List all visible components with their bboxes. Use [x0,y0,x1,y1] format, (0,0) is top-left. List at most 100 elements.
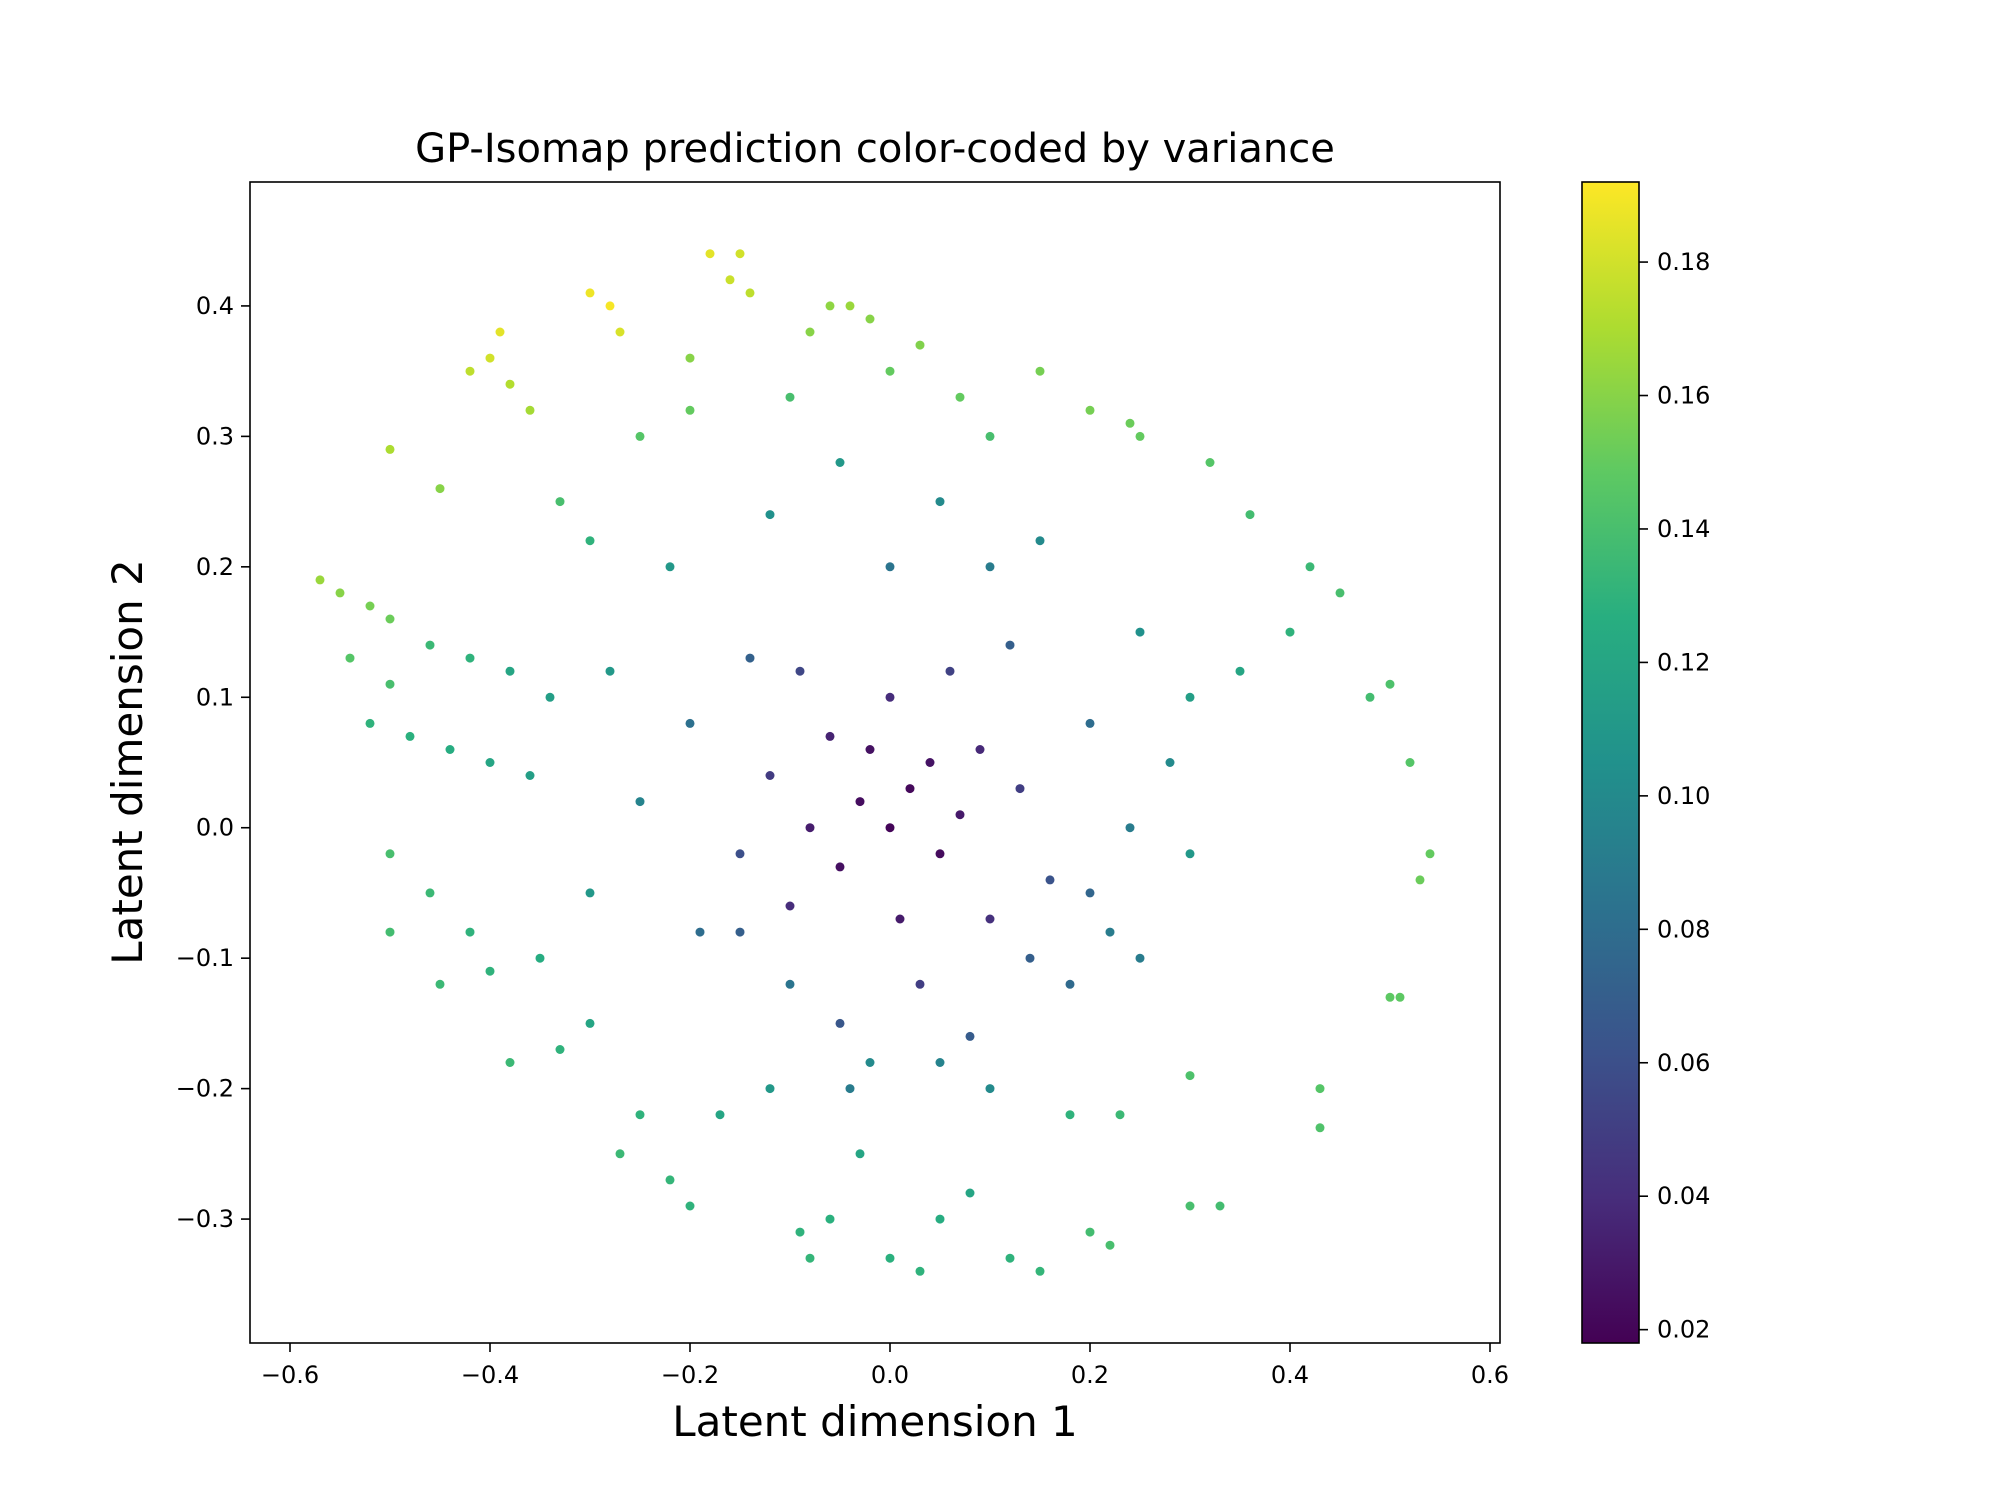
scatter-point-39 [585,888,595,898]
y-axis-label: Latent dimension 2 [103,559,152,965]
y-axis: −0.3 −0.2 −0.1 0.0 0.1 0.2 0.3 0.4 [176,292,250,1233]
scatter-point-32 [1125,823,1135,833]
scatter-point-9 [895,914,905,924]
scatter-point-1 [905,784,915,794]
y-tick-label-4: 0.1 [196,683,234,711]
scatter-point-55 [1085,405,1095,415]
scatter-point-53 [1205,458,1215,467]
scatter-point-91 [405,731,415,741]
scatter-point-83 [385,614,395,624]
scatter-point-13 [985,914,995,924]
scatter-point-85 [385,679,395,689]
scatter-point-28 [1065,979,1075,989]
scatter-point-119 [1005,1253,1015,1263]
scatter-point-131 [985,1084,995,1094]
y-tick-label-3: 0.0 [196,814,234,842]
scatter-point-21 [1045,875,1055,885]
scatter-point-68 [745,288,755,298]
scatter-point-18 [795,666,805,676]
scatter-point-111 [795,1227,805,1237]
scatter-point-139 [1165,758,1175,767]
scatter-point-38 [1105,927,1115,937]
scatter-point-36 [1135,627,1145,637]
y-tick-label-2: −0.1 [176,944,234,972]
scatter-point-10 [825,731,835,741]
scatter-point-42 [1235,666,1245,676]
scatter-point-62 [825,301,835,311]
scatter-point-114 [855,1149,865,1159]
colorbar [1581,181,1640,1344]
x-axis: −0.6 −0.4 −0.2 0.0 0.2 0.4 0.6 [261,1343,1509,1389]
scatter-point-40 [1185,692,1195,702]
scatter-point-37 [605,666,615,676]
scatter-point-64 [805,327,815,337]
scatter-point-73 [495,327,505,337]
scatter-point-51 [1305,562,1315,572]
scatter-point-74 [485,353,495,363]
colorbar-tick-label-8: 0.18 [1657,248,1710,276]
scatter-point-138 [1135,953,1145,963]
colorbar-tick-label-6: 0.14 [1657,515,1710,543]
scatter-point-11 [975,745,985,754]
scatter-point-66 [705,249,715,259]
scatter-point-92 [445,745,455,754]
scatter-point-48 [1425,849,1435,859]
scatter-point-81 [335,588,345,598]
scatter-point-115 [885,1253,895,1263]
scatter-point-20 [735,849,745,859]
scatter-point-23 [745,653,755,663]
scatter-point-106 [615,1149,625,1159]
scatter-point-58 [985,431,995,441]
scatter-point-33 [635,797,645,807]
scatter-point-29 [695,927,705,937]
scatter-point-44 [1335,588,1345,598]
scatter-point-75 [505,379,515,389]
scatter-point-127 [1185,1071,1195,1081]
scatter-point-8 [805,823,815,833]
colorbar-tick-label-7: 0.16 [1657,382,1710,410]
x-tick-label-0: −0.6 [261,1361,319,1389]
scatter-point-134 [785,979,795,989]
scatter-point-19 [915,979,925,989]
x-tick-label-1: −0.4 [461,1361,519,1389]
scatter-point-17 [945,666,955,676]
scatter-point-88 [505,666,515,676]
scatter-point-84 [345,653,355,663]
scatter-point-140 [985,562,995,572]
scatter-point-146 [635,431,645,441]
colorbar-tick-label-3: 0.08 [1657,915,1710,943]
scatter-point-143 [665,562,675,572]
scatter-point-5 [925,758,935,767]
y-tick-label-1: −0.2 [176,1075,234,1103]
colorbar-tick-label-5: 0.12 [1657,648,1710,676]
scatter-point-52 [1245,510,1255,520]
scatter-point-103 [505,1058,515,1067]
scatter-point-136 [1025,953,1035,963]
scatter-point-118 [965,1188,975,1198]
scatter-point-45 [1365,692,1375,702]
scatter-point-82 [365,601,375,611]
scatter-point-99 [435,979,445,989]
scatter-point-72 [615,327,625,337]
scatter-point-105 [635,1110,645,1120]
scatter-point-71 [585,288,595,298]
scatter-point-34 [1035,536,1045,546]
scatter-point-2 [855,797,865,807]
plot-frame [249,181,1501,1344]
scatter-point-145 [555,497,565,507]
scatter-point-65 [735,249,745,259]
scatter-point-4 [835,862,845,872]
scatter-point-61 [845,301,855,311]
scatter-point-15 [765,771,775,780]
scatter-point-12 [785,901,795,911]
scatter-point-147 [685,405,695,415]
scatter-point-126 [1215,1201,1225,1211]
scatter-point-149 [955,392,965,402]
scatter-point-101 [535,953,545,963]
colorbar-tick-label-4: 0.10 [1657,782,1710,810]
scatter-point-97 [465,927,475,937]
scatter-point-130 [1385,992,1395,1002]
colorbar-tick-label-0: 0.02 [1657,1316,1710,1344]
scatter-point-124 [1115,1110,1125,1120]
